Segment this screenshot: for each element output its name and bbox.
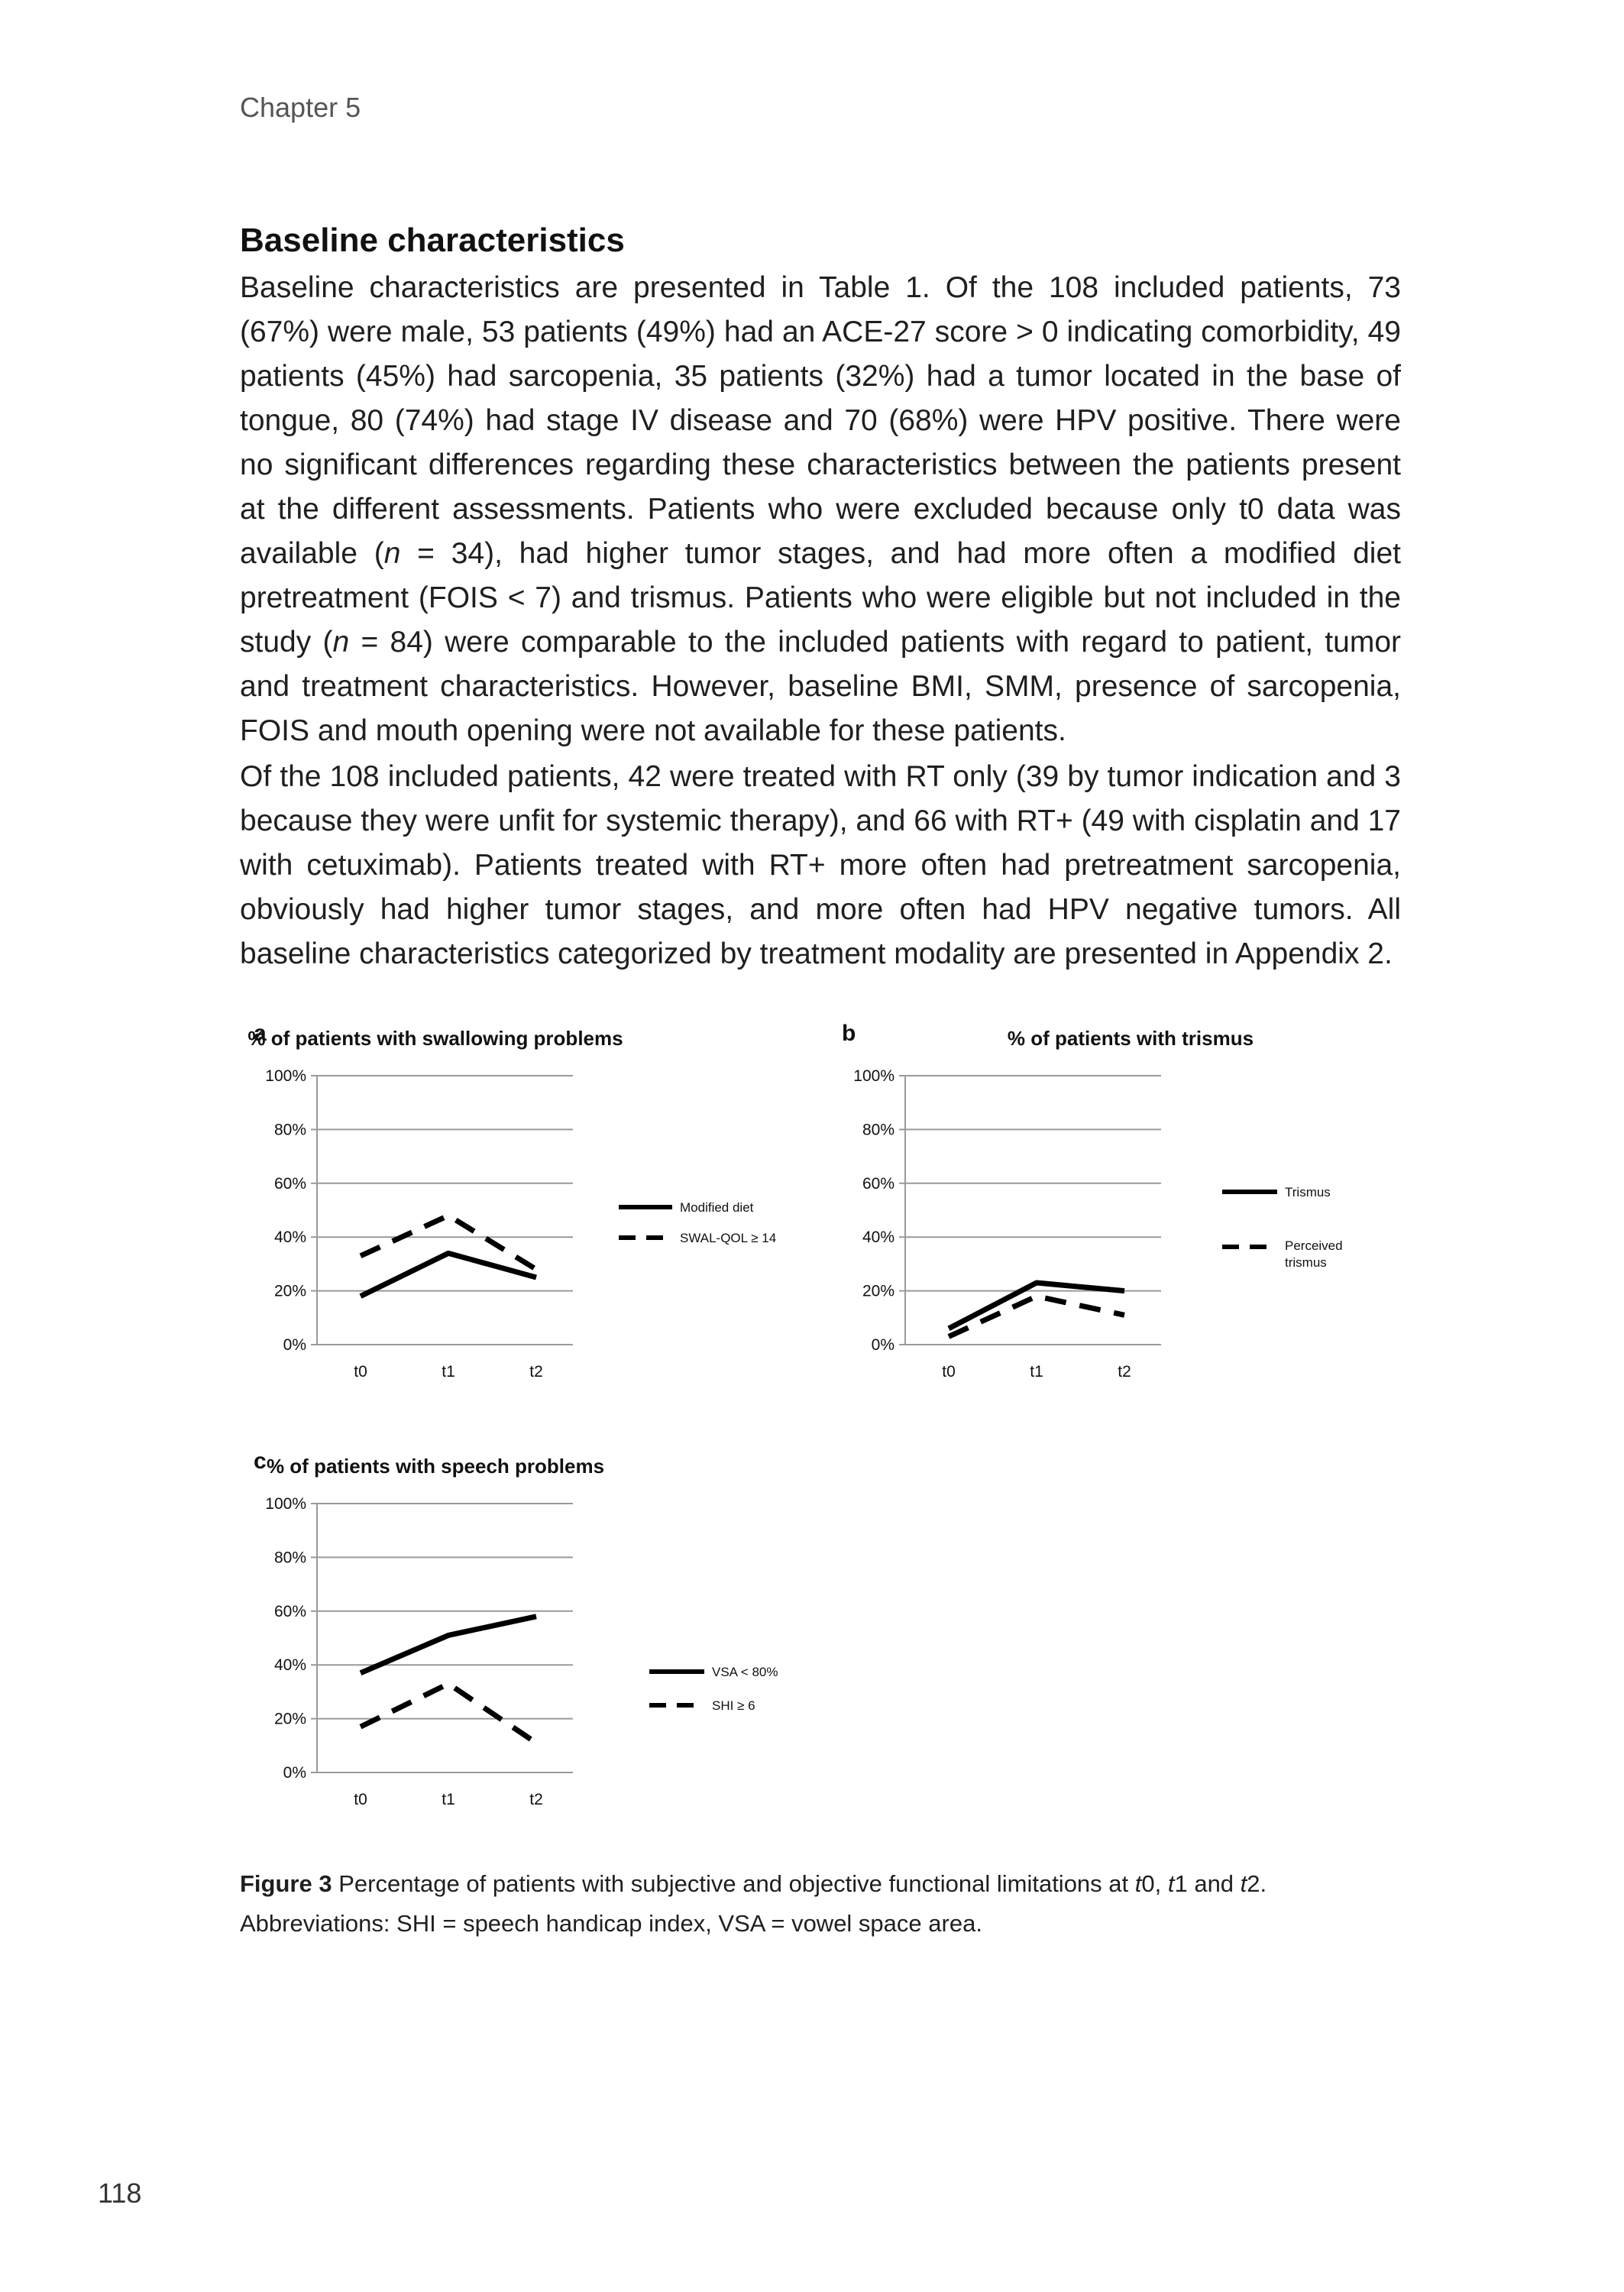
running-head: Chapter 5 xyxy=(240,92,361,123)
page-number: 118 xyxy=(98,2177,142,2209)
paragraph-text: = 34), had higher tumor stages, and had … xyxy=(240,537,1401,659)
dashed-series-line xyxy=(947,1293,1125,1339)
y-tick-label: 80% xyxy=(862,1121,894,1138)
caption-line-2: Abbreviations: SHI = speech handicap ind… xyxy=(240,1910,982,1937)
legend-label: SWAL-QOL ≥ 14 xyxy=(680,1231,776,1245)
chart-trismus: b % of patients with trismus 0% 20% 40% 60% 80… xyxy=(842,1021,1343,1381)
chart-speech: c% of patients with speech problems 0% 20%… xyxy=(254,1449,778,1808)
paragraph-baseline: Baseline characteristics are presented i… xyxy=(240,266,1401,753)
x-tick-label: t2 xyxy=(529,1791,543,1808)
panel-letter: a xyxy=(254,1021,267,1046)
legend-label: SHI ≥ 6 xyxy=(712,1698,755,1713)
section-heading: Baseline characteristics xyxy=(240,222,625,259)
x-tick-label: t0 xyxy=(942,1363,956,1381)
caption-text: 1 and xyxy=(1174,1870,1241,1897)
x-tick-label: t2 xyxy=(529,1363,543,1381)
paragraph-text: = 84) were comparable to the included pa… xyxy=(240,626,1401,747)
chart-title: % of patients with swallowing problems xyxy=(247,1027,623,1050)
y-tick-label: 20% xyxy=(862,1283,894,1300)
y-tick-label: 80% xyxy=(274,1549,306,1566)
legend-label: Modified diet xyxy=(680,1200,754,1215)
y-tick-label: 40% xyxy=(274,1229,306,1246)
solid-series-line xyxy=(947,1280,1125,1331)
caption-text: 0, xyxy=(1141,1870,1168,1897)
y-tick-label: 60% xyxy=(862,1175,894,1193)
y-tick-label: 100% xyxy=(265,1495,306,1513)
y-tick-label: 60% xyxy=(274,1603,306,1620)
x-tick-label: t1 xyxy=(442,1791,455,1808)
legend-label: Perceived trismus xyxy=(1285,1238,1343,1270)
y-tick-label: 0% xyxy=(283,1764,306,1782)
caption-text: 2. xyxy=(1247,1870,1267,1897)
y-tick-label: 100% xyxy=(265,1067,306,1085)
n-symbol: n xyxy=(383,537,401,570)
solid-series-line xyxy=(359,1614,537,1675)
caption-line-1: Figure 3 Percentage of patients with sub… xyxy=(240,1864,1401,1904)
paragraph-treatment: Of the 108 included patients, 42 were tr… xyxy=(240,760,1401,970)
chart-swallowing: a% of patients with swallowing problems 0… xyxy=(247,1021,776,1381)
y-tick-label: 40% xyxy=(274,1656,306,1674)
n-symbol: n xyxy=(332,626,350,659)
x-tick-label: t2 xyxy=(1118,1363,1131,1381)
x-tick-label: t0 xyxy=(354,1791,367,1808)
x-tick-label: t1 xyxy=(1030,1363,1043,1381)
y-tick-label: 20% xyxy=(274,1283,306,1300)
x-tick-label: t0 xyxy=(354,1363,367,1381)
chart-title: % of patients with trismus xyxy=(1008,1027,1254,1050)
y-tick-label: 80% xyxy=(274,1121,306,1138)
chart-title: % of patients with speech problems xyxy=(267,1455,604,1478)
x-tick-label: t1 xyxy=(442,1363,455,1381)
y-tick-label: 100% xyxy=(853,1067,894,1085)
y-tick-label: 60% xyxy=(274,1175,306,1193)
y-tick-label: 0% xyxy=(283,1336,306,1354)
paragraph-text: Baseline characteristics are presented i… xyxy=(240,271,1401,570)
caption-italic: t xyxy=(1134,1870,1142,1897)
caption-italic: t xyxy=(1167,1870,1175,1897)
legend-label: VSA < 80% xyxy=(712,1665,778,1679)
solid-series-line xyxy=(359,1250,537,1299)
y-tick-label: 20% xyxy=(274,1711,306,1728)
figure-caption: Figure 3 Percentage of patients with sub… xyxy=(240,1864,1401,1944)
panel-letter: b xyxy=(842,1021,856,1046)
dashed-series-line xyxy=(359,1212,538,1272)
caption-label: Figure 3 xyxy=(240,1870,332,1897)
dashed-series-line xyxy=(359,1681,538,1746)
caption-italic: t xyxy=(1240,1870,1247,1897)
y-tick-label: 40% xyxy=(862,1229,894,1246)
panel-letter: c xyxy=(254,1449,267,1474)
legend-label: Trismus xyxy=(1285,1185,1331,1199)
caption-text: Percentage of patients with subjective a… xyxy=(332,1870,1135,1897)
y-tick-label: 0% xyxy=(872,1336,894,1354)
